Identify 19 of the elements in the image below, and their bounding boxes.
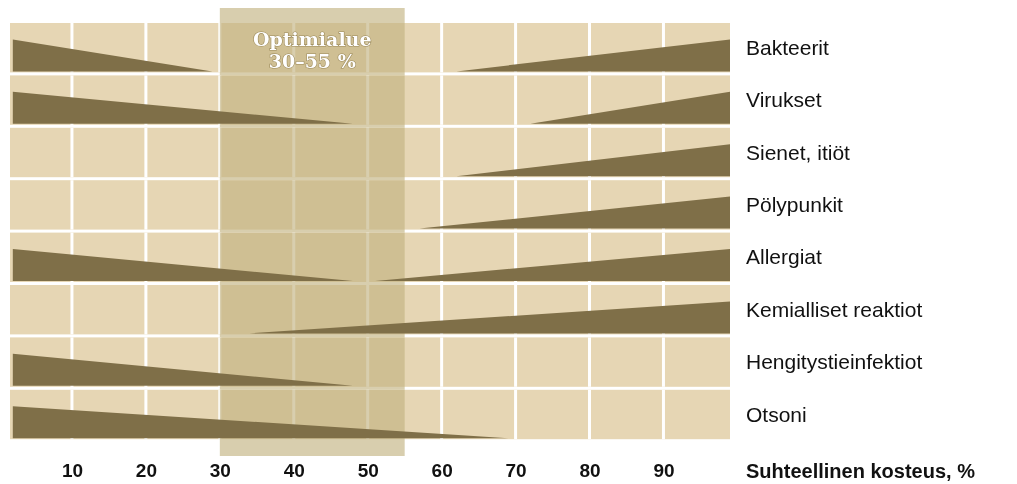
x-tick-label: 40 [283,460,305,482]
x-tick-label: 50 [357,460,379,482]
text: Sienet, itiöt [746,140,851,164]
x-tick-label: 20 [135,460,157,482]
text: Virukset [746,88,822,112]
x-tick-label: 60 [431,460,453,482]
x-tick-label: 80 [579,460,601,482]
text: Hengitystieinfektiot [746,350,923,374]
x-tick-label: 90 [653,460,675,482]
text: Pölypunkit [746,192,844,216]
x-tick-label: 10 [61,460,84,482]
band-label: Optimialue 30–55 % [252,28,372,72]
x-tick-label: 30 [209,460,231,482]
text: Bakteerit [746,35,830,59]
text: Kemialliset reaktiot [746,297,923,321]
x-axis-title: Suhteellinen kosteus, % [746,460,976,482]
text: Otsoni [746,402,807,426]
x-tick-label: 70 [505,460,527,482]
text: Allergiat [746,245,823,269]
